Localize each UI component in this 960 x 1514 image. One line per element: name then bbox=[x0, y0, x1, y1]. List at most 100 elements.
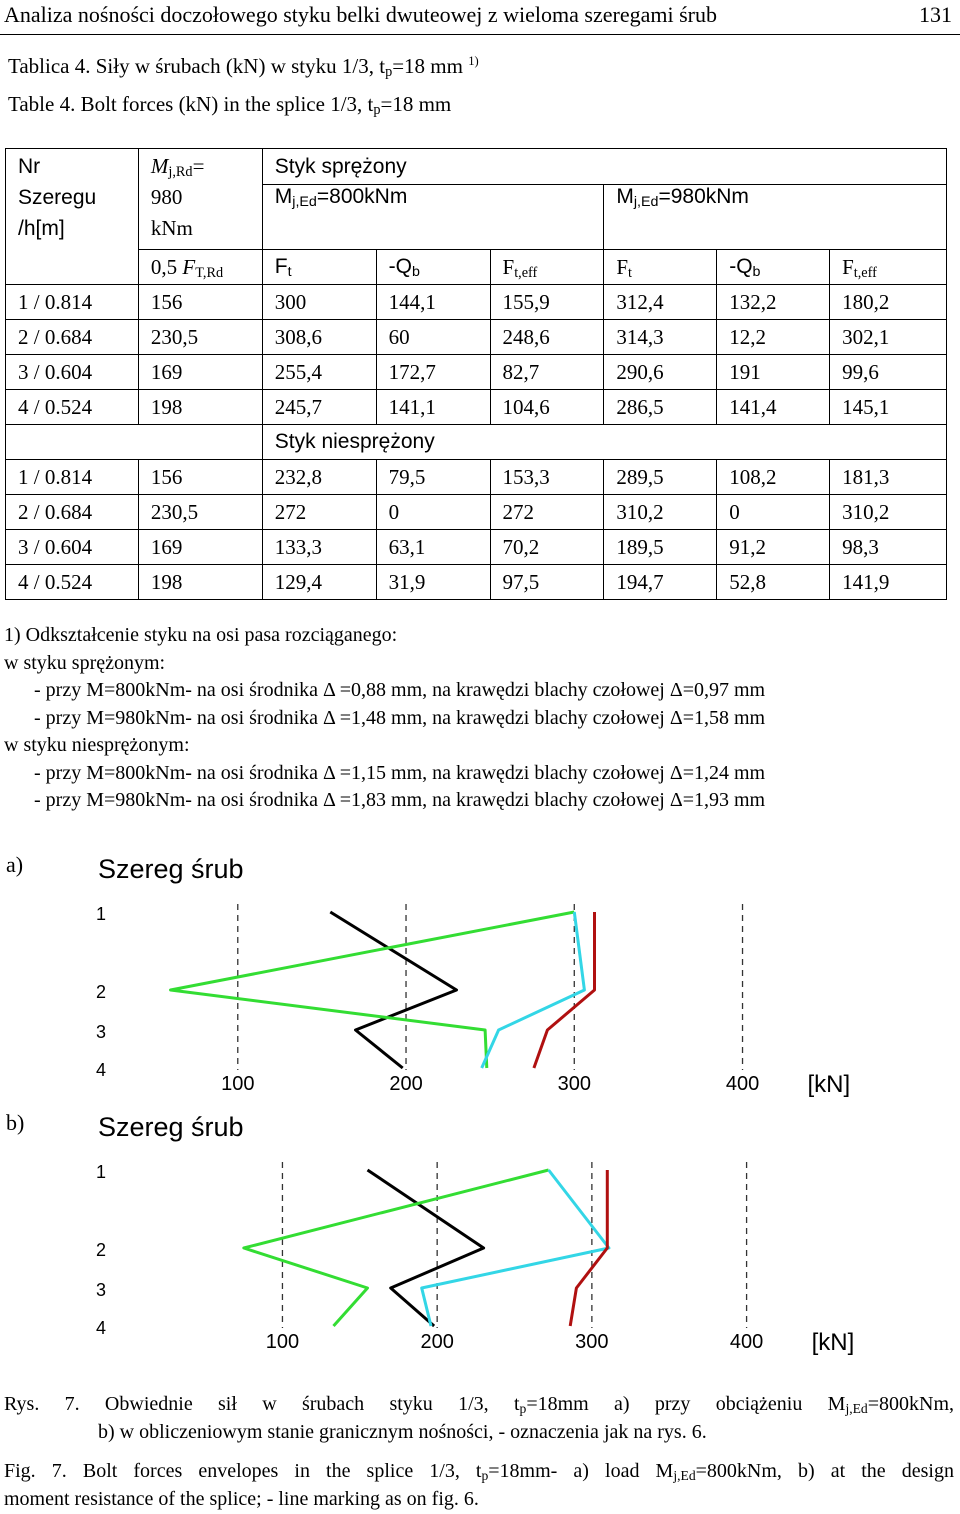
ft-header: Ft bbox=[261, 249, 377, 285]
qb-header: -Qb bbox=[375, 249, 491, 285]
table-cell: 31,9 bbox=[375, 564, 491, 600]
ft-header: Ft bbox=[603, 249, 718, 285]
table-cell: 141,4 bbox=[716, 389, 831, 425]
table-cell: 245,7 bbox=[261, 389, 377, 425]
table-caption-en: Table 4. Bolt forces (kN) in the splice … bbox=[8, 92, 452, 118]
x-tick-label: 400 bbox=[730, 1331, 763, 1353]
page-number: 131 bbox=[919, 2, 952, 27]
table-cell: 230,5 bbox=[137, 319, 263, 355]
m980-header: Mj,Ed=980kNm bbox=[603, 184, 947, 250]
series-line-black bbox=[366, 1168, 486, 1328]
x-tick-label: 300 bbox=[558, 1073, 591, 1095]
footnote-line: 1) Odkształcenie styku na osi pasa rozci… bbox=[4, 624, 398, 646]
table-row: 4 / 0.524 198 129,4 31,9 97,5 194,7 52,8 141,9 bbox=[5, 564, 947, 600]
table-cell: 302,1 bbox=[829, 319, 947, 355]
table-cell: 272 bbox=[489, 494, 605, 530]
table-row: 2 / 0.684 230,5 308,6 60 248,6 314,3 12,2 302,1 bbox=[5, 319, 947, 355]
m800-header: Mj,Ed=800kNm bbox=[261, 184, 605, 250]
table-cell: 156 bbox=[137, 284, 263, 320]
y-tick-label: 4 bbox=[96, 1318, 106, 1338]
footnote-line: w styku niesprężonym: bbox=[4, 734, 190, 756]
table-cell: 191 bbox=[716, 354, 831, 390]
blank-cell bbox=[5, 424, 263, 460]
qb-header: -Qb bbox=[716, 249, 831, 285]
table-cell: 0 bbox=[716, 494, 831, 530]
table-cell: 133,3 bbox=[261, 529, 377, 565]
footnote-line: - przy M=980kNm- na osi środnika Δ =1,83… bbox=[34, 789, 766, 811]
row-label-cell: 4 / 0.524 bbox=[5, 564, 139, 600]
chart-title: Szereg śrub bbox=[98, 1112, 244, 1142]
table-cell: 141,9 bbox=[829, 564, 947, 600]
table-cell: 12,2 bbox=[716, 319, 831, 355]
table-cell: 52,8 bbox=[716, 564, 831, 600]
footnote-line: - przy M=800kNm- na osi środnika Δ =0,88… bbox=[34, 679, 766, 701]
table-cell: 172,7 bbox=[375, 354, 491, 390]
x-tick-label: 300 bbox=[575, 1331, 608, 1353]
fteff-header: Ft,eff bbox=[489, 249, 605, 285]
row-label-cell: 3 / 0.604 bbox=[5, 529, 139, 565]
figure-b-label: b) bbox=[6, 1110, 25, 1135]
row-label-cell: 2 / 0.684 bbox=[5, 319, 139, 355]
table-cell: 248,6 bbox=[489, 319, 605, 355]
row-number-header: Nr Szeregu/h[m] bbox=[5, 148, 139, 285]
figure-a-label: a) bbox=[6, 852, 24, 877]
y-tick-label: 2 bbox=[96, 982, 106, 1002]
x-tick-label: 200 bbox=[389, 1073, 422, 1095]
x-tick-label: 100 bbox=[221, 1073, 254, 1095]
table-header-row: Nr Szeregu/h[m] Mj,Rd= 980 kNm Styk sprężo… bbox=[5, 147, 948, 285]
bolt-forces-table: Nr Szeregu/h[m] Mj,Rd= 980 kNm Styk sprężo… bbox=[5, 147, 948, 600]
table-cell: 145,1 bbox=[829, 389, 947, 425]
table-cell: 198 bbox=[137, 564, 263, 600]
series-line-black bbox=[329, 910, 458, 1070]
table-cell: 129,4 bbox=[261, 564, 377, 600]
table-cell: 181,3 bbox=[829, 459, 947, 495]
table-cell: 91,2 bbox=[716, 529, 831, 565]
table-row: 2 / 0.684 230,5 272 0 272 310,2 0 310,2 bbox=[5, 494, 947, 530]
running-header: Analiza nośności doczołowego styku belki… bbox=[0, 0, 960, 35]
table-cell: 230,5 bbox=[137, 494, 263, 530]
table-cell: 141,1 bbox=[375, 389, 491, 425]
x-tick-label: 200 bbox=[420, 1331, 453, 1353]
table-cell: 70,2 bbox=[489, 529, 605, 565]
table-cell: 82,7 bbox=[489, 354, 605, 390]
table-cell: 198 bbox=[137, 389, 263, 425]
table-row: 1 / 0.814 156 232,8 79,5 153,3 289,5 108,2 181,… bbox=[5, 459, 947, 495]
series-line-green bbox=[169, 910, 575, 1069]
y-tick-label: 1 bbox=[96, 1162, 106, 1182]
table-cell: 312,4 bbox=[603, 284, 718, 320]
table-cell: 155,9 bbox=[489, 284, 605, 320]
row-label-cell: 2 / 0.684 bbox=[5, 494, 139, 530]
footnote-line: - przy M=980kNm- na osi środnika Δ =1,48… bbox=[34, 706, 766, 729]
table-row: 4 / 0.524 198 245,7 141,1 104,6 286,5 141,4 145… bbox=[5, 389, 947, 425]
header-title: Analiza nośności doczołowego styku belki… bbox=[4, 2, 717, 27]
series-line-red bbox=[532, 912, 596, 1069]
table-cell: 63,1 bbox=[375, 529, 491, 565]
chart-title: Szereg śrub bbox=[98, 854, 244, 884]
chart-a: Szereg śrub 1 2 3 4 100 200 300 400 [kN] bbox=[96, 854, 851, 1098]
table-cell: 97,5 bbox=[489, 564, 605, 600]
table-cell: 104,6 bbox=[489, 389, 605, 425]
table-cell: 300 bbox=[261, 284, 377, 320]
table-cell: 153,3 bbox=[489, 459, 605, 495]
series-line-cyan bbox=[420, 1169, 611, 1327]
table-cell: 180,2 bbox=[829, 284, 947, 320]
unit-label: [kN] bbox=[808, 1071, 851, 1098]
y-tick-label: 3 bbox=[96, 1022, 106, 1042]
nonprestressed-group-header: Styk niesprężony bbox=[261, 424, 948, 460]
table-row: 3 / 0.604 169 255,4 172,7 82,7 290,6 191 99,6 bbox=[5, 354, 947, 390]
table-cell: 232,8 bbox=[261, 459, 377, 495]
table-cell: 189,5 bbox=[603, 529, 718, 565]
table-cell: 286,5 bbox=[603, 389, 718, 425]
footnote-line: w styku sprężonym: bbox=[4, 651, 166, 674]
unit-label: [kN] bbox=[812, 1329, 855, 1356]
table-cell: 194,7 bbox=[603, 564, 718, 600]
row-label-cell: 4 / 0.524 bbox=[5, 389, 139, 425]
table-cell: 289,5 bbox=[603, 459, 718, 495]
series-line-red bbox=[568, 1170, 609, 1327]
table-row: 3 / 0.604 169 133,3 63,1 70,2 189,5 91,2 98,3 bbox=[5, 529, 947, 565]
mjrd-header: Mj,Rd= 980 kNm bbox=[137, 148, 263, 250]
y-tick-label: 4 bbox=[96, 1060, 106, 1080]
footnote-line: - przy M=800kNm- na osi środnika Δ =1,15… bbox=[34, 761, 766, 784]
figure-caption-en: Fig. 7. Bolt forces envelopes in the spl… bbox=[4, 1460, 954, 1510]
table-cell: 98,3 bbox=[829, 529, 947, 565]
